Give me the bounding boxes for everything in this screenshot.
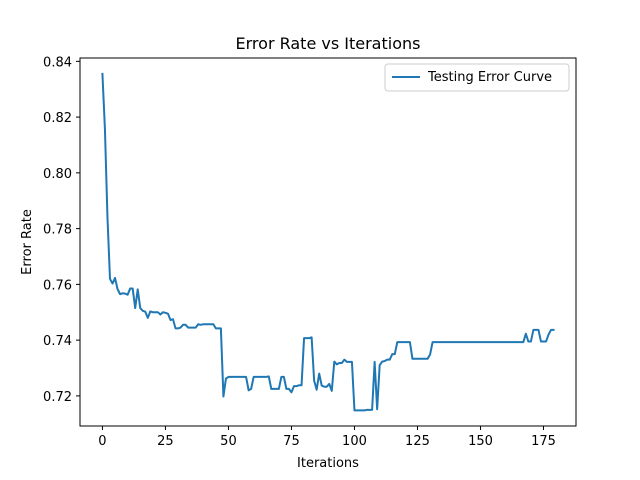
x-tick-label: 100 xyxy=(342,434,367,449)
y-tick-label: 0.82 xyxy=(43,111,72,126)
y-tick-label: 0.72 xyxy=(43,390,72,405)
y-axis: 0.72 0.74 0.76 0.78 0.80 0.82 0.84 xyxy=(43,55,80,405)
x-axis-label: Iterations xyxy=(297,456,359,471)
x-tick-label: 125 xyxy=(405,434,430,449)
x-tick-label: 150 xyxy=(468,434,493,449)
x-tick-label: 0 xyxy=(98,434,106,449)
y-tick-label: 0.78 xyxy=(43,223,72,238)
y-tick-label: 0.84 xyxy=(43,55,72,70)
legend-label: Testing Error Curve xyxy=(427,70,552,85)
y-tick-label: 0.76 xyxy=(43,278,72,293)
x-axis: 0 25 50 75 100 125 150 175 xyxy=(98,426,556,449)
y-tick-label: 0.80 xyxy=(43,167,72,182)
x-tick-label: 75 xyxy=(283,434,300,449)
chart-title: Error Rate vs Iterations xyxy=(236,34,421,53)
x-tick-label: 25 xyxy=(157,434,174,449)
y-tick-label: 0.74 xyxy=(43,334,72,349)
series-line-0 xyxy=(101,72,555,412)
y-axis-label: Error Rate xyxy=(20,209,35,275)
legend-box xyxy=(384,63,570,92)
legend: Testing Error Curve xyxy=(384,63,570,92)
plot-area xyxy=(101,72,555,412)
x-tick-label: 50 xyxy=(220,434,237,449)
x-tick-label: 175 xyxy=(531,434,556,449)
axes-frame xyxy=(79,57,577,427)
